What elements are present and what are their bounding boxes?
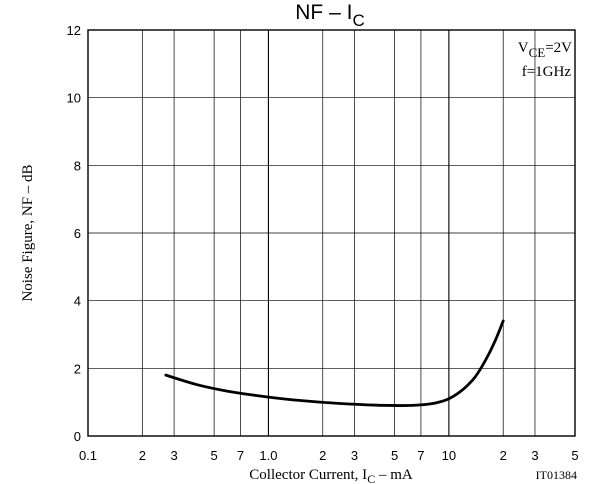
x-axis-title-main: Collector Current, I [249,467,367,483]
x-tick-labels: 0.1 2 3 5 7 1.0 2 3 5 7 10 2 3 5 [79,448,579,463]
plot-frame [87,29,576,437]
data-curves [164,319,505,407]
figure-id: IT01384 [536,468,577,482]
y-tick-label: 4 [74,294,81,309]
x-tick-label: 10 [442,448,456,463]
y-tick-label: 2 [74,361,81,376]
y-tick-label: 10 [67,91,81,106]
x-tick-label: 0.1 [79,448,97,463]
x-axis-title-subscript: C [367,472,375,484]
x-tick-label: 5 [211,448,218,463]
condition-vce-main: V [518,40,529,56]
condition-vce-tail: =2V [545,40,572,56]
x-tick-label: 7 [237,448,244,463]
x-tick-label: 7 [417,448,424,463]
x-tick-label: 3 [531,448,538,463]
chart-title: NF – IC [295,1,364,30]
grid-lines [88,30,575,436]
nf-curve [164,319,505,407]
x-tick-label: 5 [571,448,578,463]
y-tick-label: 12 [67,23,81,38]
x-tick-label: 3 [170,448,177,463]
condition-vce: VCE=2V [518,40,572,60]
condition-vce-subscript: CE [529,45,546,60]
chart-title-subscript: C [352,11,364,30]
y-axis-title: Noise Figure, NF – dB [20,164,36,301]
x-axis-title: Collector Current, IC – mA [249,467,413,484]
y-tick-label: 8 [74,158,81,173]
y-tick-label: 0 [74,429,81,444]
y-tick-label: 6 [74,226,81,241]
x-tick-label: 1.0 [259,448,277,463]
chart-title-main: NF – I [295,1,352,24]
x-axis-title-tail: – mA [375,467,413,483]
y-tick-labels: 0 2 4 6 8 10 12 [67,23,81,444]
condition-frequency: f=1GHz [522,64,572,80]
x-tick-label: 5 [391,448,398,463]
x-tick-label: 3 [351,448,358,463]
x-tick-label: 2 [500,448,507,463]
x-tick-label: 2 [319,448,326,463]
x-tick-label: 2 [139,448,146,463]
